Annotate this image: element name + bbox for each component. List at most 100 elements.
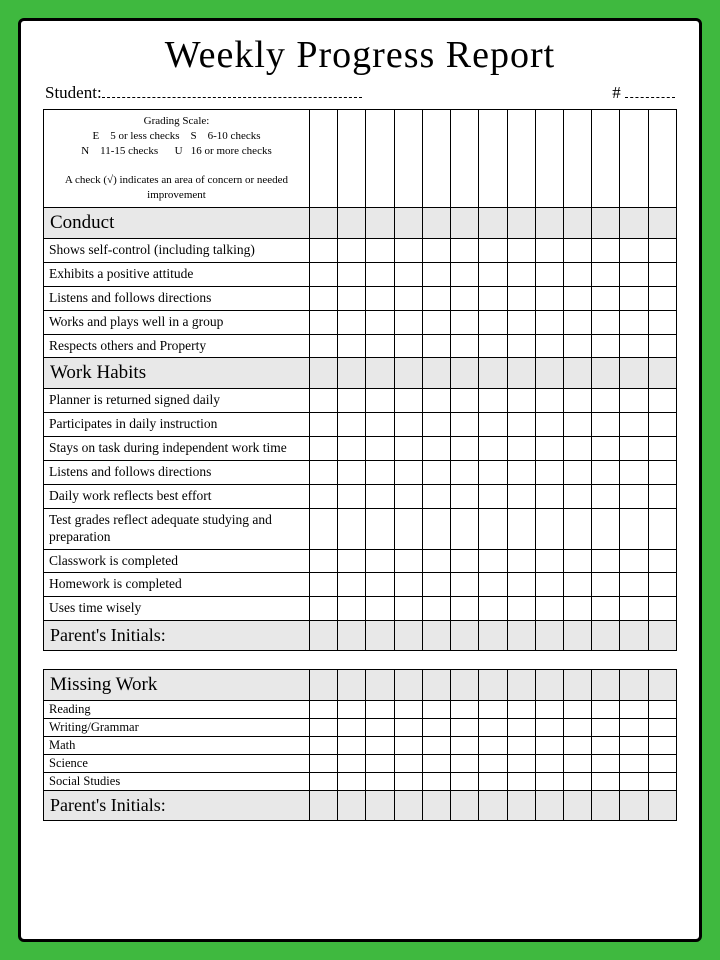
check-cell[interactable]: [422, 508, 450, 549]
check-cell[interactable]: [479, 334, 507, 358]
check-cell[interactable]: [309, 461, 337, 485]
check-cell[interactable]: [507, 755, 535, 773]
check-cell[interactable]: [394, 461, 422, 485]
check-cell[interactable]: [535, 239, 563, 263]
check-cell[interactable]: [563, 262, 591, 286]
check-cell[interactable]: [535, 389, 563, 413]
check-cell[interactable]: [394, 755, 422, 773]
check-cell[interactable]: [422, 791, 450, 821]
check-cell[interactable]: [422, 437, 450, 461]
check-cell[interactable]: [620, 262, 648, 286]
check-cell[interactable]: [366, 437, 394, 461]
check-cell[interactable]: [592, 239, 620, 263]
check-cell[interactable]: [535, 310, 563, 334]
check-cell[interactable]: [451, 719, 479, 737]
check-cell[interactable]: [338, 239, 366, 263]
check-cell[interactable]: [309, 719, 337, 737]
check-cell[interactable]: [507, 791, 535, 821]
check-cell[interactable]: [338, 437, 366, 461]
check-cell[interactable]: [338, 701, 366, 719]
check-cell[interactable]: [535, 597, 563, 621]
check-cell[interactable]: [366, 773, 394, 791]
check-cell[interactable]: [394, 508, 422, 549]
check-cell[interactable]: [507, 262, 535, 286]
check-cell[interactable]: [366, 413, 394, 437]
check-cell[interactable]: [394, 413, 422, 437]
check-cell[interactable]: [563, 755, 591, 773]
check-cell[interactable]: [507, 461, 535, 485]
check-cell[interactable]: [592, 701, 620, 719]
check-cell[interactable]: [507, 389, 535, 413]
check-cell[interactable]: [366, 791, 394, 821]
check-cell[interactable]: [535, 719, 563, 737]
check-cell[interactable]: [451, 310, 479, 334]
check-cell[interactable]: [422, 597, 450, 621]
check-cell[interactable]: [563, 791, 591, 821]
check-cell[interactable]: [338, 755, 366, 773]
check-cell[interactable]: [422, 549, 450, 573]
check-cell[interactable]: [394, 791, 422, 821]
check-cell[interactable]: [366, 508, 394, 549]
check-cell[interactable]: [592, 773, 620, 791]
check-cell[interactable]: [648, 573, 676, 597]
check-cell[interactable]: [620, 437, 648, 461]
check-cell[interactable]: [366, 719, 394, 737]
check-cell[interactable]: [394, 573, 422, 597]
check-cell[interactable]: [451, 755, 479, 773]
check-cell[interactable]: [479, 508, 507, 549]
check-cell[interactable]: [338, 461, 366, 485]
check-cell[interactable]: [507, 573, 535, 597]
check-cell[interactable]: [563, 508, 591, 549]
check-cell[interactable]: [451, 437, 479, 461]
check-cell[interactable]: [507, 413, 535, 437]
check-cell[interactable]: [507, 239, 535, 263]
check-cell[interactable]: [648, 484, 676, 508]
check-cell[interactable]: [563, 737, 591, 755]
check-cell[interactable]: [563, 573, 591, 597]
check-cell[interactable]: [592, 262, 620, 286]
check-cell[interactable]: [620, 389, 648, 413]
check-cell[interactable]: [338, 413, 366, 437]
check-cell[interactable]: [507, 737, 535, 755]
check-cell[interactable]: [479, 549, 507, 573]
check-cell[interactable]: [309, 437, 337, 461]
check-cell[interactable]: [620, 413, 648, 437]
check-cell[interactable]: [451, 621, 479, 651]
check-cell[interactable]: [309, 573, 337, 597]
check-cell[interactable]: [451, 461, 479, 485]
check-cell[interactable]: [507, 334, 535, 358]
check-cell[interactable]: [366, 597, 394, 621]
check-cell[interactable]: [592, 484, 620, 508]
check-cell[interactable]: [338, 286, 366, 310]
check-cell[interactable]: [507, 621, 535, 651]
check-cell[interactable]: [309, 791, 337, 821]
check-cell[interactable]: [563, 413, 591, 437]
check-cell[interactable]: [563, 461, 591, 485]
check-cell[interactable]: [648, 239, 676, 263]
check-cell[interactable]: [648, 773, 676, 791]
check-cell[interactable]: [563, 597, 591, 621]
check-cell[interactable]: [451, 508, 479, 549]
check-cell[interactable]: [451, 791, 479, 821]
check-cell[interactable]: [648, 791, 676, 821]
check-cell[interactable]: [451, 389, 479, 413]
check-cell[interactable]: [507, 437, 535, 461]
check-cell[interactable]: [648, 286, 676, 310]
check-cell[interactable]: [535, 737, 563, 755]
check-cell[interactable]: [422, 773, 450, 791]
check-cell[interactable]: [479, 621, 507, 651]
check-cell[interactable]: [620, 737, 648, 755]
check-cell[interactable]: [309, 597, 337, 621]
check-cell[interactable]: [309, 239, 337, 263]
check-cell[interactable]: [535, 334, 563, 358]
check-cell[interactable]: [422, 239, 450, 263]
check-cell[interactable]: [394, 334, 422, 358]
check-cell[interactable]: [451, 549, 479, 573]
check-cell[interactable]: [422, 701, 450, 719]
check-cell[interactable]: [592, 573, 620, 597]
check-cell[interactable]: [648, 334, 676, 358]
check-cell[interactable]: [394, 621, 422, 651]
check-cell[interactable]: [451, 737, 479, 755]
check-cell[interactable]: [563, 437, 591, 461]
check-cell[interactable]: [451, 573, 479, 597]
